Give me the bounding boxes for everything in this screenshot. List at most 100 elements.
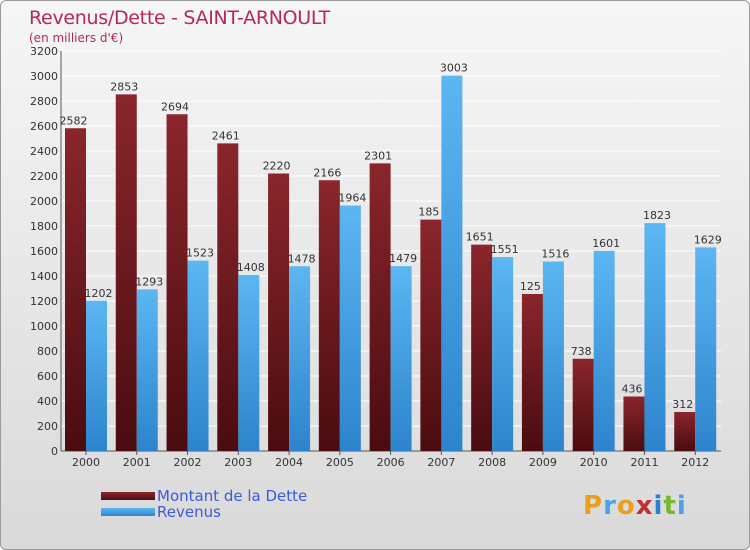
data-label-dette: 2694 <box>161 100 189 113</box>
data-label-dette: 2301 <box>364 149 392 162</box>
data-label-dette: 185 <box>418 206 439 219</box>
y-tick-label: 2600 <box>30 120 58 133</box>
data-label-dette: 2220 <box>263 160 291 173</box>
y-tick-label: 1800 <box>30 220 58 233</box>
chart-legend: Montant de la Dette Revenus <box>101 487 308 521</box>
bar-revenus <box>136 289 158 451</box>
bar-dette <box>268 173 290 451</box>
data-label-dette: 738 <box>571 345 592 358</box>
x-tick-label: 2003 <box>224 456 252 469</box>
bar-dette <box>115 94 137 451</box>
bar-revenus <box>593 250 615 451</box>
bar-revenus <box>390 266 412 451</box>
bar-revenus <box>492 257 514 451</box>
bar-revenus <box>289 266 311 451</box>
data-label-revenus: 1293 <box>135 275 163 288</box>
y-tick-label: 1400 <box>30 270 58 283</box>
bar-revenus <box>86 300 107 451</box>
legend-label-revenus: Revenus <box>157 503 221 521</box>
data-label-revenus: 1523 <box>186 247 214 260</box>
bar-dette <box>521 294 543 451</box>
data-label-revenus: 1601 <box>592 237 620 250</box>
bar-revenus <box>695 247 717 451</box>
logo-letter: r <box>603 491 617 521</box>
y-tick-label: 2400 <box>30 145 58 158</box>
data-label-revenus: 1964 <box>338 192 366 205</box>
proxiti-logo: Proxiti <box>583 491 687 521</box>
y-tick-label: 3200 <box>30 45 58 58</box>
x-tick-label: 2011 <box>630 456 658 469</box>
bar-dette <box>674 412 696 451</box>
data-label-revenus: 1479 <box>389 252 417 265</box>
data-label-revenus: 1551 <box>491 243 519 256</box>
data-label-revenus: 1823 <box>643 209 671 222</box>
x-tick-label: 2002 <box>174 456 202 469</box>
logo-letter: x <box>635 491 654 521</box>
bar-revenus <box>644 223 666 451</box>
data-label-dette: 125 <box>520 280 541 293</box>
bar-dette <box>420 219 442 451</box>
data-label-revenus: 1202 <box>85 287 113 300</box>
y-tick-label: 1600 <box>30 245 58 258</box>
y-tick-label: 2000 <box>30 195 58 208</box>
x-tick-label: 2000 <box>72 456 100 469</box>
y-tick-label: 400 <box>37 395 58 408</box>
chart-subtitle: (en milliers d'€) <box>29 31 124 45</box>
logo-letter: i <box>676 491 687 521</box>
y-tick-label: 0 <box>51 445 58 458</box>
bar-revenus <box>238 275 260 451</box>
logo-letter: P <box>583 491 604 521</box>
x-tick-label: 2001 <box>123 456 151 469</box>
data-label-dette: 312 <box>672 398 693 411</box>
y-tick-label: 600 <box>37 370 58 383</box>
y-tick-label: 2200 <box>30 170 58 183</box>
logo-letter: i <box>653 491 664 521</box>
data-label-dette: 436 <box>621 383 642 396</box>
y-tick-label: 200 <box>37 420 58 433</box>
data-label-dette: 2166 <box>313 166 341 179</box>
legend-label-dette: Montant de la Dette <box>157 487 308 505</box>
data-label-dette: 2461 <box>212 129 240 142</box>
bar-dette <box>623 396 645 451</box>
data-label-revenus: 3003 <box>440 62 468 75</box>
data-label-revenus: 1629 <box>694 233 722 246</box>
x-tick-label: 2008 <box>478 456 506 469</box>
y-tick-label: 3000 <box>30 70 58 83</box>
data-label-revenus: 1516 <box>541 248 569 261</box>
data-label-dette: 2582 <box>60 114 88 127</box>
bar-revenus <box>441 75 463 451</box>
x-tick-label: 2005 <box>326 456 354 469</box>
x-tick-label: 2006 <box>377 456 405 469</box>
legend-swatch-dette <box>101 492 155 500</box>
logo-letter: t <box>663 491 677 521</box>
bar-revenus <box>542 261 564 451</box>
y-tick-label: 2800 <box>30 95 58 108</box>
data-label-revenus: 1408 <box>237 261 265 274</box>
bar-revenus <box>339 205 361 451</box>
x-tick-label: 2009 <box>529 456 557 469</box>
data-label-dette: 2853 <box>110 80 138 93</box>
logo-letter: o <box>616 491 636 521</box>
bar-dette <box>217 143 239 451</box>
y-tick-label: 800 <box>37 345 58 358</box>
data-label-dette: 1651 <box>466 231 494 244</box>
x-tick-label: 2010 <box>580 456 608 469</box>
bar-dette <box>166 114 188 451</box>
bar-dette <box>471 244 493 451</box>
data-label-revenus: 1478 <box>288 252 316 265</box>
bar-dette <box>369 163 391 451</box>
legend-swatch-revenus <box>101 508 155 516</box>
y-tick-label: 1000 <box>30 320 58 333</box>
bar-dette <box>65 128 86 451</box>
x-tick-label: 2012 <box>681 456 709 469</box>
bar-revenus <box>187 260 209 451</box>
bar-dette <box>318 180 340 451</box>
x-tick-label: 2004 <box>275 456 303 469</box>
y-tick-label: 1200 <box>30 295 58 308</box>
chart-title: Revenus/Dette - SAINT-ARNOULT <box>29 7 330 29</box>
x-tick-label: 2007 <box>427 456 455 469</box>
legend-item-revenus: Revenus <box>101 503 307 521</box>
bar-dette <box>572 358 594 451</box>
